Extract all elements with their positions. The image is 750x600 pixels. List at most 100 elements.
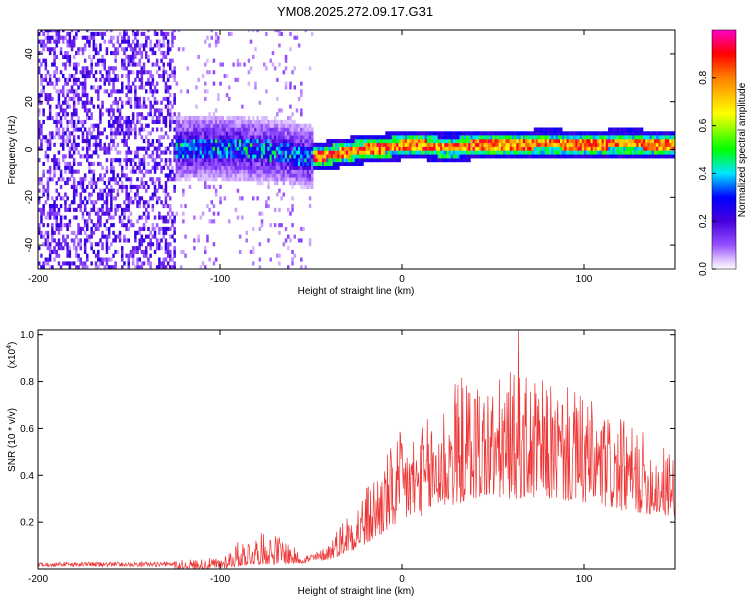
heatmap-cell [584,135,587,140]
heatmap-cell [136,150,139,155]
heatmap-cell [522,139,526,144]
heatmap-cell [140,81,144,86]
heatmap-cell [254,127,257,132]
heatmap-cell [145,215,148,220]
heatmap-cell [238,119,242,124]
heatmap-cell [138,242,141,247]
heatmap-cell [81,85,85,90]
heatmap-cell [228,139,231,144]
heatmap-cell [214,150,218,155]
heatmap-cell [121,66,124,71]
heatmap-cell [276,169,279,174]
heatmap-cell [121,127,124,132]
heatmap-cell [57,119,61,124]
heatmap-cell [83,104,87,109]
heatmap-cell [138,58,141,63]
heatmap-cell [520,139,524,144]
heatmap-cell [562,139,565,144]
heatmap-cell [487,142,491,147]
heatmap-cell [121,219,124,224]
heatmap-cell [223,158,227,163]
heatmap-cell [651,135,655,140]
heatmap-cell [112,77,115,82]
heatmap-cell [105,265,109,269]
heatmap-cell [116,150,120,155]
heatmap-cell [134,169,137,174]
heatmap-cell [72,142,76,147]
heatmap-cell [640,127,644,132]
heatmap-cell [127,204,130,209]
heatmap-cell [518,150,521,155]
heatmap-cell [282,169,286,174]
heatmap-cell [481,139,484,144]
heatmap-cell [188,135,192,140]
heatmap-cell [241,161,244,166]
heatmap-cell [40,219,43,224]
heatmap-cell [422,154,425,159]
heatmap-cell [121,35,124,40]
heatmap-cell [114,100,117,105]
heatmap-cell [230,142,233,147]
heatmap-cell [594,146,598,151]
heatmap-cell [418,139,421,144]
heatmap-cell [97,219,100,224]
spectrogram-y-label: Frequency (Hz) [7,116,18,185]
heatmap-cell [142,104,146,109]
heatmap-cell [46,230,50,235]
heatmap-cell [503,142,506,147]
heatmap-cell [55,66,58,71]
heatmap-cell [136,30,139,33]
heatmap-cell [284,85,288,90]
heatmap-cell [125,139,128,144]
heatmap-cell [94,70,98,75]
heatmap-cell [437,139,441,144]
heatmap-cell [51,204,54,209]
heatmap-cell [284,66,288,71]
heatmap-cell [413,139,417,144]
heatmap-cell [177,142,181,147]
heatmap-cell [79,226,82,231]
heatmap-cell [105,165,109,170]
heatmap-cell [38,119,41,124]
heatmap-cell [214,154,218,159]
heatmap-cell [267,131,270,136]
heatmap-cell [293,169,296,174]
heatmap-cell [155,238,159,243]
heatmap-cell [175,150,179,155]
heatmap-cell [166,219,170,224]
heatmap-cell [195,127,198,132]
heatmap-cell [51,135,54,140]
heatmap-cell [38,70,41,75]
heatmap-cell [173,119,176,124]
heatmap-cell [632,131,635,136]
heatmap-cell [88,181,91,186]
heatmap-cell [107,230,111,235]
heatmap-cell [516,131,519,136]
heatmap-cell [164,196,168,201]
heatmap-cell [59,265,63,269]
heatmap-cell [48,173,52,178]
heatmap-cell [284,154,288,159]
heatmap-cell [278,154,281,159]
heatmap-cell [308,146,312,151]
heatmap-cell [522,146,526,151]
heatmap-cell [125,158,128,163]
heatmap-cell [59,196,63,201]
heatmap-cell [481,135,484,140]
heatmap-cell [129,219,133,224]
heatmap-cell [81,177,85,182]
heatmap-cell [81,119,85,124]
heatmap-cell [435,139,438,144]
heatmap-cell [448,131,452,136]
heatmap-cell [110,161,113,166]
heatmap-cell [354,142,358,147]
heatmap-cell [271,119,275,124]
heatmap-cell [140,177,144,182]
heatmap-cell [256,119,259,124]
heatmap-cell [153,43,157,48]
heatmap-cell [230,169,233,174]
heatmap-cell [380,139,384,144]
heatmap-cell [450,142,454,147]
heatmap-cell [256,30,259,33]
heatmap-cell [68,96,72,101]
